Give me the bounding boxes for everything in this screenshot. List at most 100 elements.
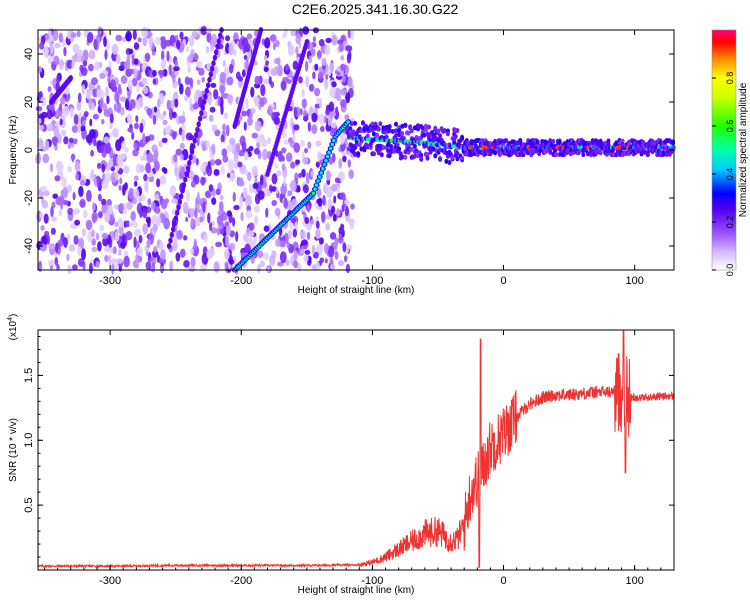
noise-cell (229, 63, 234, 74)
noise-cell (257, 250, 264, 259)
noise-cell (165, 198, 170, 204)
noise-cell (174, 165, 179, 177)
noise-cell (81, 248, 86, 261)
noise-cell (299, 108, 303, 116)
noise-cell (99, 97, 104, 109)
noise-cell (63, 136, 69, 145)
noise-cell (245, 98, 249, 110)
noise-cell (170, 98, 175, 110)
noise-cell (245, 210, 253, 219)
noise-cell (101, 232, 109, 240)
noise-cell (72, 209, 79, 216)
carrier-halo (507, 140, 512, 146)
noise-cell (317, 71, 324, 80)
noise-cell (220, 86, 224, 98)
noise-cell (327, 115, 332, 127)
noise-cell (342, 75, 346, 83)
noise-cell (345, 263, 351, 274)
noise-cell (139, 122, 144, 133)
noise-cell (263, 225, 270, 232)
noise-cell (128, 221, 133, 227)
carrier-halo (372, 151, 376, 157)
noise-cell (146, 152, 154, 164)
carrier-cell (385, 138, 388, 143)
noise-cell (298, 172, 302, 179)
y-tick-label: 1.0 (23, 433, 35, 448)
noise-cell (217, 210, 222, 216)
noise-cell (229, 242, 236, 251)
noise-cell (219, 71, 227, 84)
noise-cell (145, 135, 151, 143)
streak-cell (183, 176, 188, 183)
noise-cell (146, 108, 153, 116)
noise-cell (293, 260, 299, 269)
noise-cell (108, 254, 112, 266)
noise-cell (116, 165, 120, 171)
noise-cell (335, 208, 341, 217)
noise-cell (152, 70, 157, 77)
noise-cell (298, 76, 303, 84)
carrier-cell (657, 145, 661, 150)
carrier-halo (557, 140, 562, 145)
noise-cell (225, 35, 231, 42)
noise-cell (329, 86, 336, 98)
carrier-halo (378, 121, 383, 127)
noise-cell (246, 33, 253, 40)
track-cell (327, 150, 331, 155)
noise-cell (338, 43, 344, 52)
noise-cell (217, 95, 221, 106)
noise-cell (263, 55, 268, 61)
noise-cell (209, 44, 214, 52)
noise-cell (92, 113, 99, 120)
noise-cell (277, 261, 284, 267)
noise-cell (312, 36, 316, 43)
noise-cell (325, 170, 331, 181)
noise-cell (284, 27, 288, 37)
noise-cell (123, 255, 130, 268)
noise-cell (72, 43, 80, 54)
noise-cell (160, 212, 165, 221)
noise-cell (181, 129, 185, 142)
noise-cell (39, 41, 45, 50)
noise-cell (133, 236, 137, 248)
noise-cell (67, 142, 72, 149)
streak-cell (68, 75, 74, 81)
noise-cell (277, 150, 283, 163)
noise-cell (94, 61, 100, 71)
noise-cell (318, 237, 324, 245)
noise-cell (155, 36, 161, 45)
carrier-halo (390, 129, 395, 134)
noise-cell (72, 264, 78, 271)
carrier-halo (387, 124, 392, 129)
noise-cell (142, 56, 146, 68)
noise-cell (295, 46, 299, 55)
streak-cell (200, 104, 205, 111)
carrier-halo (445, 131, 450, 137)
noise-cell (174, 98, 179, 108)
noise-cell (196, 135, 200, 147)
noise-cell (59, 103, 63, 112)
noise-cell (42, 46, 50, 57)
streak-cell (207, 76, 212, 83)
carrier-halo (409, 146, 414, 152)
noise-cell (340, 88, 347, 96)
noise-cell (111, 43, 119, 56)
noise-cell (254, 75, 261, 85)
colorbar-label: Normalized spectral amplitude (738, 82, 749, 217)
noise-cell (307, 141, 312, 149)
noise-cell (67, 166, 72, 173)
noise-cell (325, 109, 330, 116)
x-tick-label: -200 (230, 275, 252, 287)
noise-cell (232, 217, 236, 227)
noise-cell (202, 201, 206, 213)
noise-cell (111, 263, 115, 275)
carrier-cell (366, 137, 370, 142)
x-tick-label: 100 (625, 275, 643, 287)
noise-cell (97, 241, 102, 252)
noise-cell (50, 43, 54, 55)
noise-cell (190, 256, 196, 268)
noise-cell (259, 97, 265, 108)
noise-cell (228, 259, 235, 265)
track-cell (330, 142, 335, 147)
